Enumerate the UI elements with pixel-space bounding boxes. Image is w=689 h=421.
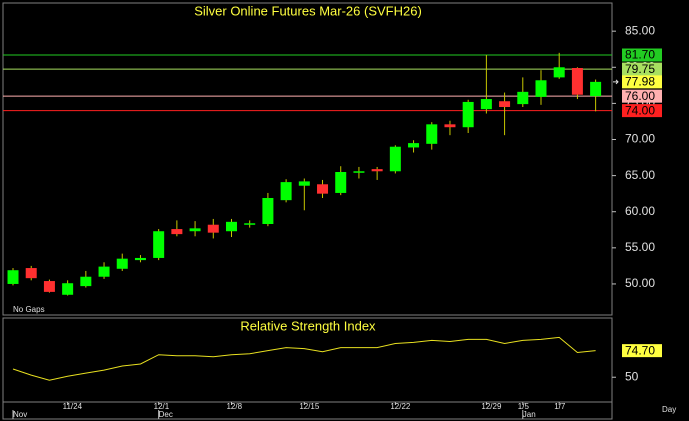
x-tick-label: 1/7 bbox=[554, 402, 566, 411]
last-price-arrow bbox=[613, 79, 619, 85]
x-tick-label: 12/22 bbox=[390, 402, 411, 411]
rsi-last-label: 74.70 bbox=[625, 343, 655, 357]
last-price-label: 77.98 bbox=[625, 75, 655, 89]
y-tick-label: 70.00 bbox=[625, 132, 655, 146]
candle-body bbox=[535, 80, 547, 97]
month-label: Jan bbox=[523, 410, 536, 419]
x-tick-label: 1/5 bbox=[518, 402, 530, 411]
candle-body bbox=[116, 258, 128, 269]
candle-body bbox=[80, 276, 92, 287]
candle-body bbox=[153, 231, 165, 258]
y-tick-label: 50.00 bbox=[625, 276, 655, 290]
candle-body bbox=[298, 181, 310, 186]
candle-body bbox=[389, 146, 401, 172]
candle-body bbox=[353, 171, 365, 173]
x-tick-label: 12/1 bbox=[154, 402, 170, 411]
y-tick-label: 60.00 bbox=[625, 204, 655, 218]
candle-body bbox=[444, 124, 456, 128]
y-tick-label: 85.00 bbox=[625, 23, 655, 37]
candle-body bbox=[571, 68, 583, 95]
candle-body bbox=[171, 229, 183, 235]
y-tick-label: 55.00 bbox=[625, 240, 655, 254]
level-box bbox=[622, 89, 662, 103]
candle-body bbox=[189, 228, 201, 232]
x-tick-label: 12/29 bbox=[481, 402, 502, 411]
candle-body bbox=[408, 143, 420, 148]
level-label: 74.00 bbox=[625, 103, 655, 117]
y-tick-label: 65.00 bbox=[625, 168, 655, 182]
candle-body bbox=[590, 81, 602, 97]
candle-body bbox=[225, 221, 237, 232]
candle-body bbox=[62, 283, 74, 295]
candle-body bbox=[462, 101, 474, 128]
rsi-title: Relative Strength Index bbox=[240, 318, 376, 333]
candle-body bbox=[262, 198, 274, 224]
candle-body bbox=[499, 101, 511, 107]
level-box bbox=[622, 104, 662, 118]
price-panel bbox=[2, 2, 613, 316]
rsi-line bbox=[12, 336, 596, 381]
candle-body bbox=[134, 257, 146, 261]
period-label: Day bbox=[662, 405, 676, 414]
x-tick-label: 12/15 bbox=[299, 402, 320, 411]
candle-body bbox=[244, 223, 256, 225]
candle-body bbox=[317, 184, 329, 194]
chart-title: Silver Online Futures Mar-26 (SVFH26) bbox=[194, 3, 422, 18]
level-box bbox=[622, 62, 662, 76]
x-tick-label: 12/8 bbox=[226, 402, 242, 411]
candle-body bbox=[335, 172, 347, 193]
annotation: No Gaps bbox=[13, 305, 45, 314]
level-label: 79.75 bbox=[625, 62, 655, 76]
candle-body bbox=[7, 270, 19, 284]
candle-body bbox=[207, 224, 219, 233]
candle-body bbox=[280, 182, 292, 201]
level-label: 76.00 bbox=[625, 89, 655, 103]
month-label: Nov bbox=[13, 410, 27, 419]
candle-body bbox=[25, 268, 37, 279]
candle-body bbox=[43, 281, 55, 292]
candle-body bbox=[426, 124, 438, 144]
rsi-last-box bbox=[622, 344, 662, 358]
candle-body bbox=[371, 169, 383, 172]
level-label: 81.70 bbox=[625, 48, 655, 62]
candle-body bbox=[553, 67, 565, 78]
candle-body bbox=[98, 266, 110, 277]
candle-body bbox=[480, 99, 492, 110]
y-tick-label: 50 bbox=[625, 369, 639, 383]
x-tick-label: 11/24 bbox=[63, 402, 83, 411]
candle-body bbox=[517, 91, 529, 105]
last-price-box bbox=[622, 75, 662, 89]
level-box bbox=[622, 48, 662, 62]
month-label: Dec bbox=[159, 410, 173, 419]
date-axis bbox=[2, 401, 613, 420]
